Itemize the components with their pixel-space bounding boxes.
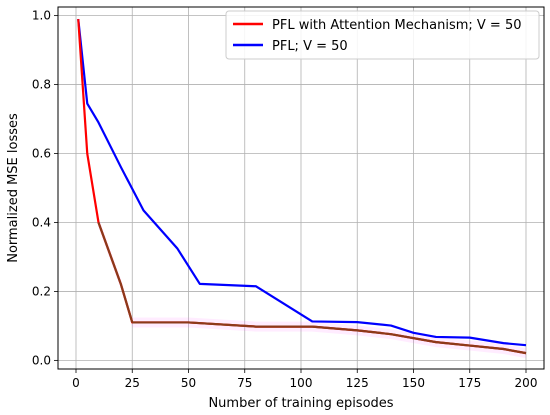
y-tick-label: 0.8 — [32, 78, 51, 92]
legend-box — [225, 10, 540, 60]
x-tick-label: 100 — [290, 376, 313, 390]
legend: PFL with Attention Mechanism; V = 50 PFL… — [225, 10, 540, 60]
series-lines — [77, 18, 527, 355]
x-tick-label: 175 — [458, 376, 481, 390]
x-axis: 0 25 50 75 100 125 150 175 200 — [72, 369, 537, 390]
y-tick-label: 0.6 — [32, 147, 51, 161]
x-tick-label: 125 — [346, 376, 369, 390]
legend-label-pfl: PFL; V = 50 — [272, 39, 348, 54]
x-tick-label: 75 — [237, 376, 252, 390]
series-line-attention-mid — [97, 222, 134, 323]
y-tick-label: 0.2 — [32, 284, 51, 298]
y-axis: 0.0 0.2 0.4 0.6 0.8 1.0 — [32, 9, 58, 367]
x-tick-label: 0 — [72, 376, 80, 390]
x-axis-label: Number of training episodes — [208, 396, 393, 411]
series-line-pfl — [77, 18, 527, 347]
y-axis-label: Normalized MSE losses — [6, 113, 21, 263]
y-tick-label: 1.0 — [32, 9, 51, 23]
x-tick-label: 150 — [402, 376, 425, 390]
x-tick-label: 50 — [181, 376, 196, 390]
x-tick-label: 200 — [515, 376, 538, 390]
series-line-attention-tail — [132, 321, 527, 355]
y-tick-label: 0.4 — [32, 215, 51, 229]
x-tick-label: 25 — [125, 376, 140, 390]
legend-label-attention: PFL with Attention Mechanism; V = 50 — [272, 18, 522, 33]
y-tick-label: 0.0 — [32, 353, 51, 367]
